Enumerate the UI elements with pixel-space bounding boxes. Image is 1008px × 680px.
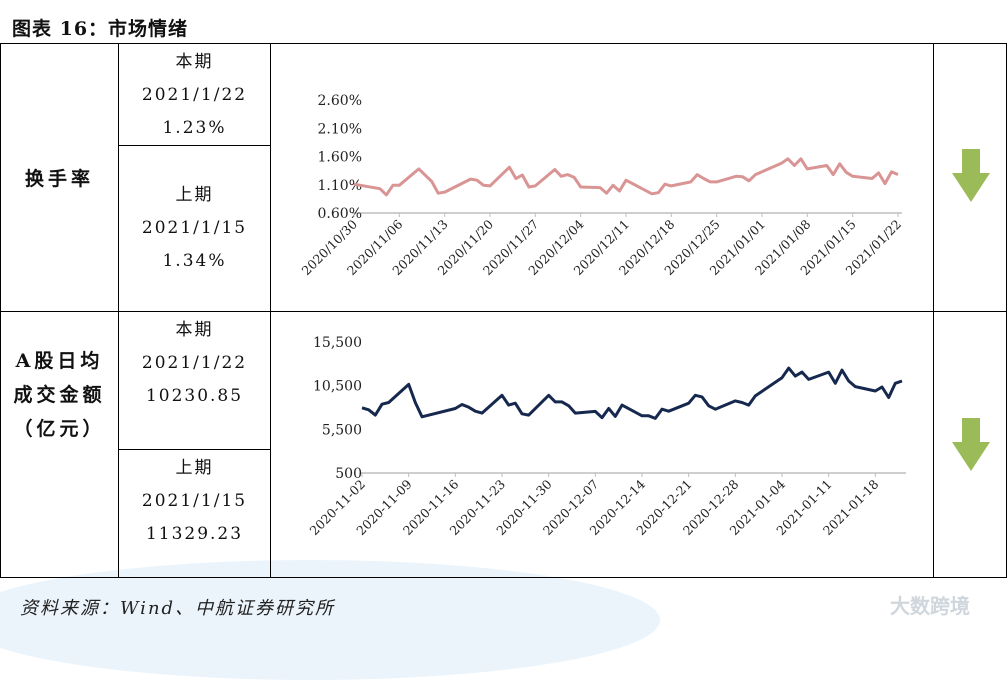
charts-layer: 0.60%1.10%1.60%2.10%2.60%2020/10/302020/…	[0, 0, 1008, 621]
source-note: 资料来源：Wind、中航证券研究所	[20, 594, 335, 620]
y-tick-label: 15,500	[313, 335, 362, 351]
series-line	[362, 368, 902, 418]
y-tick-label: 5,500	[322, 422, 362, 438]
series-line	[354, 159, 898, 195]
y-tick-label: 10,500	[313, 379, 362, 395]
y-tick-label: 2.60%	[318, 93, 362, 109]
y-tick-label: 1.60%	[318, 150, 362, 166]
y-tick-label: 2.10%	[318, 121, 362, 137]
y-tick-label: 0.60%	[318, 206, 362, 222]
